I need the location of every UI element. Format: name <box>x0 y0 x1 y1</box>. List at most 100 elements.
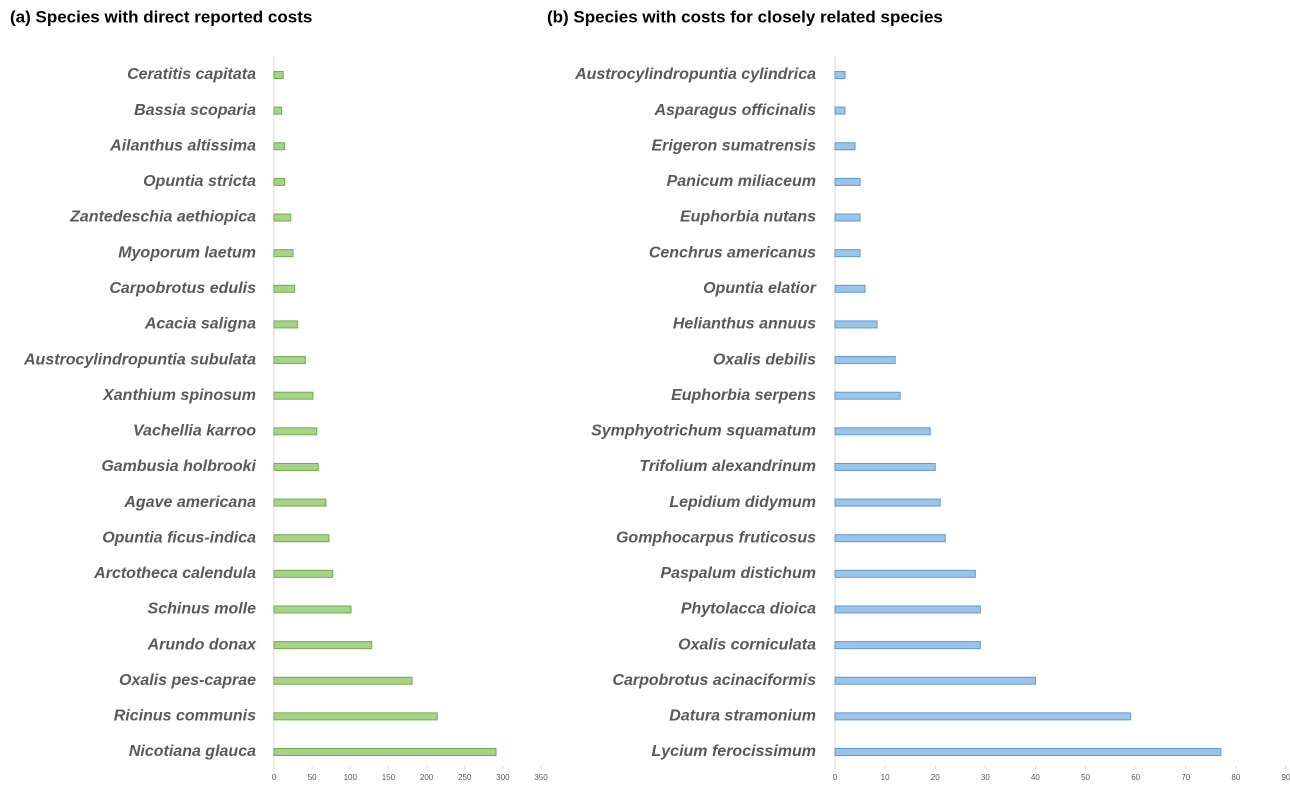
x-tick-label: 90 <box>1282 773 1290 782</box>
bar <box>274 570 333 577</box>
bar <box>835 392 900 399</box>
y-tick-label: Myoporum laetum <box>118 244 256 261</box>
figure: (a) Species with direct reported costs (… <box>0 0 1290 787</box>
bar <box>274 428 317 435</box>
x-tick-label: 80 <box>1231 773 1240 782</box>
y-tick-label: Lepidium didymum <box>669 494 816 511</box>
y-tick-label: Opuntia stricta <box>143 173 256 190</box>
x-tick-label: 250 <box>458 773 472 782</box>
bar <box>274 178 285 185</box>
bar <box>835 713 1131 720</box>
y-tick-label: Symphyotrichum squamatum <box>591 423 816 440</box>
x-tick-label: 50 <box>308 773 317 782</box>
y-tick-label: Schinus molle <box>148 601 257 618</box>
y-tick-label: Phytolacca dioica <box>681 601 816 618</box>
x-tick-label: 350 <box>534 773 548 782</box>
y-tick-label: Ailanthus altissima <box>109 137 256 154</box>
x-tick-label: 40 <box>1031 773 1040 782</box>
y-tick-label: Euphorbia serpens <box>671 387 816 404</box>
bar <box>274 677 412 684</box>
y-tick-label: Paspalum distichum <box>660 565 816 582</box>
y-tick-label: Trifolium alexandrinum <box>639 458 816 475</box>
y-tick-label: Oxalis pes-caprae <box>119 672 256 689</box>
y-tick-label: Erigeron sumatrensis <box>652 137 817 154</box>
x-tick-label: 30 <box>981 773 990 782</box>
bar <box>835 357 895 364</box>
y-tick-label: Austrocylindropuntia subulata <box>23 351 256 368</box>
x-tick-label: 0 <box>833 773 838 782</box>
bar <box>835 214 860 221</box>
bar <box>274 107 282 114</box>
bar <box>835 677 1035 684</box>
y-tick-label: Zantedeschia aethiopica <box>69 209 256 226</box>
bar <box>835 463 935 470</box>
y-tick-label: Carpobrotus edulis <box>109 280 256 297</box>
bar <box>274 392 313 399</box>
y-tick-label: Agave americana <box>123 494 256 511</box>
y-tick-label: Austrocylindropuntia cylindrica <box>574 66 816 83</box>
bar <box>835 535 945 542</box>
x-tick-label: 100 <box>344 773 358 782</box>
bar <box>274 463 318 470</box>
y-tick-label: Ceratitis capitata <box>127 66 256 83</box>
bar <box>835 570 975 577</box>
bar <box>274 499 326 506</box>
y-tick-label: Bassia scoparia <box>134 102 256 119</box>
bar <box>835 499 940 506</box>
y-tick-label: Oxalis corniculata <box>678 636 816 653</box>
y-tick-label: Gambusia holbrooki <box>101 458 256 475</box>
bar <box>274 143 285 150</box>
y-tick-label: Carpobrotus acinaciformis <box>612 672 816 689</box>
y-tick-label: Acacia saligna <box>144 316 256 333</box>
bar <box>835 642 980 649</box>
x-tick-label: 200 <box>420 773 434 782</box>
x-tick-label: 150 <box>382 773 396 782</box>
bar <box>274 72 283 79</box>
y-tick-label: Euphorbia nutans <box>680 209 816 226</box>
y-tick-label: Xanthium spinosum <box>102 387 256 404</box>
bar <box>835 107 845 114</box>
bar <box>835 321 877 328</box>
y-tick-label: Datura stramonium <box>669 708 816 725</box>
bar <box>835 143 855 150</box>
y-tick-label: Helianthus annuus <box>673 316 816 333</box>
y-tick-label: Nicotiana glauca <box>129 743 256 760</box>
bar <box>274 713 437 720</box>
x-tick-label: 70 <box>1181 773 1190 782</box>
y-tick-label: Arctotheca calendula <box>93 565 256 582</box>
x-tick-label: 0 <box>272 773 277 782</box>
x-tick-label: 50 <box>1081 773 1090 782</box>
bar <box>274 250 293 257</box>
y-tick-label: Asparagus officinalis <box>653 102 816 119</box>
bar <box>274 285 295 292</box>
x-tick-label: 20 <box>931 773 940 782</box>
x-tick-label: 10 <box>881 773 890 782</box>
bar <box>835 749 1221 756</box>
bar <box>274 214 291 221</box>
bar <box>835 606 980 613</box>
y-tick-label: Gomphocarpus fruticosus <box>616 529 816 546</box>
y-tick-label: Ricinus communis <box>114 708 256 725</box>
x-tick-label: 60 <box>1131 773 1140 782</box>
chart-title: (a) Species with direct reported costs <box>10 7 312 26</box>
y-tick-label: Panicum miliaceum <box>667 173 816 190</box>
bar <box>274 357 305 364</box>
y-tick-label: Cenchrus americanus <box>649 244 816 261</box>
y-tick-label: Opuntia elatior <box>703 280 817 297</box>
y-tick-label: Vachellia karroo <box>133 423 256 440</box>
x-tick-label: 300 <box>496 773 510 782</box>
bar <box>274 606 351 613</box>
y-tick-label: Opuntia ficus-indica <box>102 529 256 546</box>
bar <box>835 72 845 79</box>
bar <box>835 178 860 185</box>
y-tick-label: Oxalis debilis <box>713 351 816 368</box>
bar <box>835 250 860 257</box>
chart-title: (b) Species with costs for closely relat… <box>547 7 943 26</box>
y-tick-label: Arundo donax <box>147 636 258 653</box>
bar <box>274 535 329 542</box>
bar <box>274 321 298 328</box>
bar <box>835 285 865 292</box>
y-tick-label: Lycium ferocissimum <box>652 743 817 760</box>
bar <box>274 642 372 649</box>
bar <box>835 428 930 435</box>
